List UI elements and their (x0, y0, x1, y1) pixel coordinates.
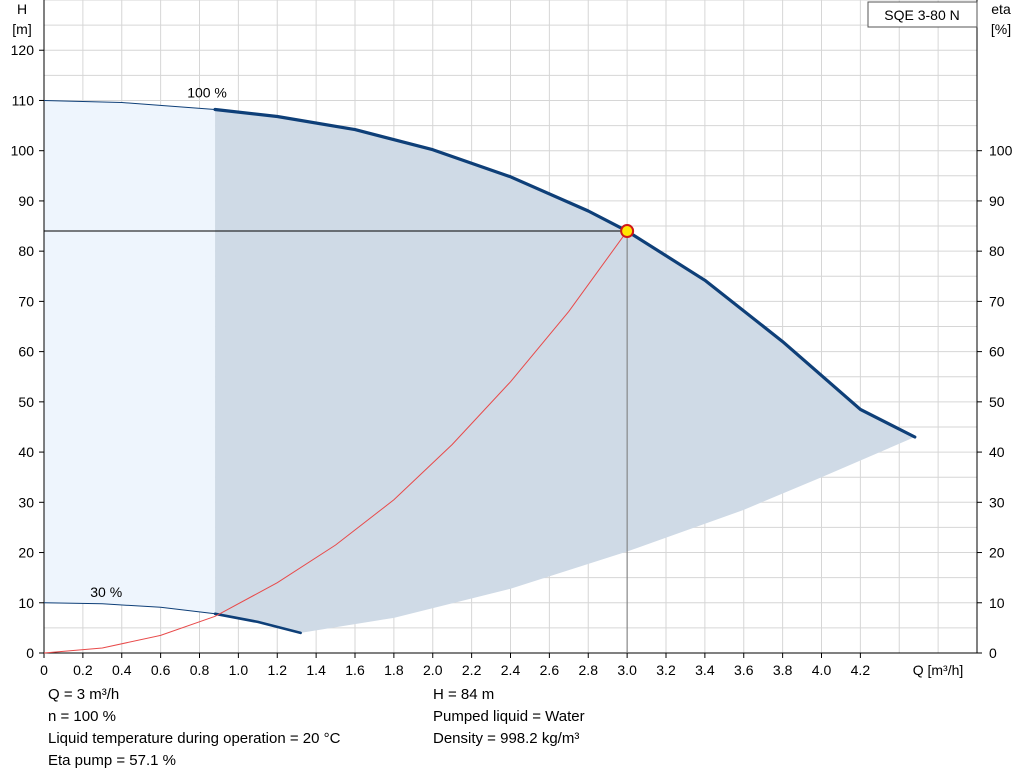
y-tick-label-right: 0 (989, 645, 997, 661)
axes: 0 0.2 0.4 0.6 0.8 1.0 1.2 1.4 1.6 1.8 2.0 2.2 2.4 2.6… (11, 0, 1013, 678)
labels: H [m] eta [%] Q [m³/h] (12, 1, 1011, 678)
y-axis-label-left: H (17, 1, 27, 17)
y-tick-label-right: 50 (989, 394, 1005, 410)
x-tick-label: 2.6 (540, 662, 560, 678)
info-left-column: Q = 3 m³/h n = 100 % Liquid temperature … (48, 684, 340, 772)
x-tick-label: 3.4 (695, 662, 715, 678)
info-panel: Q = 3 m³/h n = 100 % Liquid temperature … (0, 684, 1024, 781)
curve-100-percent (213, 107, 917, 439)
info-right-column: H = 84 m Pumped liquid = Water Density =… (433, 684, 585, 750)
y-tick-label-left: 120 (11, 42, 35, 58)
light-operating-region (44, 100, 216, 614)
y-tick-label-left: 60 (18, 344, 34, 360)
curve-100-percent-thin (43, 100, 216, 110)
x-tick-label: 2.2 (462, 662, 482, 678)
x-tick-label: 3.0 (617, 662, 637, 678)
x-tick-label: 1.2 (268, 662, 288, 678)
y-tick-label-left: 70 (18, 293, 34, 309)
y-tick-label-right: 20 (989, 545, 1005, 561)
chart-title: SQE 3-80 N (884, 7, 959, 23)
x-tick-label: 4.2 (851, 662, 871, 678)
duty-point-group (44, 224, 635, 653)
label-30-percent: 30 % (90, 584, 122, 600)
x-tick-label: 1.0 (229, 662, 249, 678)
pump-curve-chart: 0 0.2 0.4 0.6 0.8 1.0 1.2 1.4 1.6 1.8 2.0 2.2 2.4 2.6… (11, 0, 1013, 678)
x-tick-label: 0.8 (190, 662, 210, 678)
info-density: Density = 998.2 kg/m³ (433, 730, 580, 747)
y-axis-unit-right: [%] (991, 21, 1011, 37)
system-curve (43, 230, 628, 654)
x-tick-label: 2.0 (423, 662, 443, 678)
y-tick-label-right: 60 (989, 344, 1005, 360)
x-tick-label: 2.4 (501, 662, 521, 678)
x-tick-label: 0.6 (151, 662, 171, 678)
y-tick-label-right: 40 (989, 444, 1005, 460)
y-tick-label-left: 20 (18, 545, 34, 561)
info-eta-pump: Eta pump = 57.1 % (48, 752, 176, 769)
series-group: 100 % 30 % (43, 85, 917, 654)
y-tick-label-left: 40 (18, 444, 34, 460)
x-tick-label: 1.8 (384, 662, 404, 678)
y-tick-label-right: 30 (989, 494, 1005, 510)
x-tick-label: 4.0 (812, 662, 832, 678)
y-tick-label-right: 80 (989, 243, 1005, 259)
x-tick-label: 3.6 (734, 662, 754, 678)
duty-point-marker (620, 224, 635, 239)
y-tick-label-right: 100 (989, 143, 1013, 159)
y-tick-label-left: 80 (18, 243, 34, 259)
y-tick-label-right: 90 (989, 193, 1005, 209)
x-tick-label: 1.4 (306, 662, 326, 678)
y-axis-label-right: eta (991, 1, 1011, 17)
x-axis-label: Q [m³/h] (913, 662, 964, 678)
y-tick-label-left: 0 (26, 645, 34, 661)
label-100-percent: 100 % (187, 85, 227, 101)
title-frame (867, 1, 978, 28)
curve-30-percent (213, 612, 302, 635)
y-tick-label-left: 30 (18, 494, 34, 510)
operating-region (215, 109, 915, 633)
x-tick-label: 2.8 (579, 662, 599, 678)
y-tick-label-right: 70 (989, 293, 1005, 309)
info-flow: Q = 3 m³/h (48, 686, 120, 703)
chart-title-box: SQE 3-80 N (867, 1, 978, 28)
curve-30-percent-thin (43, 602, 216, 615)
y-tick-label-left: 110 (12, 92, 35, 108)
y-tick-label-left: 100 (11, 143, 35, 159)
x-tick-label: 3.2 (656, 662, 676, 678)
info-speed: n = 100 % (48, 708, 116, 725)
x-tick-label: 0 (40, 662, 48, 678)
y-tick-label-left: 50 (18, 394, 34, 410)
x-tick-label: 0.2 (73, 662, 93, 678)
x-tick-label: 0.4 (112, 662, 132, 678)
y-tick-label-left: 90 (18, 193, 34, 209)
info-head: H = 84 m (433, 686, 495, 703)
x-tick-label: 3.8 (773, 662, 793, 678)
y-tick-label-right: 10 (989, 595, 1005, 611)
y-axis-unit-left: [m] (12, 21, 31, 37)
info-pumped-liquid: Pumped liquid = Water (433, 708, 585, 725)
info-liquid-temperature: Liquid temperature during operation = 20… (48, 730, 341, 747)
y-tick-label-left: 10 (18, 595, 34, 611)
x-tick-label: 1.6 (345, 662, 365, 678)
